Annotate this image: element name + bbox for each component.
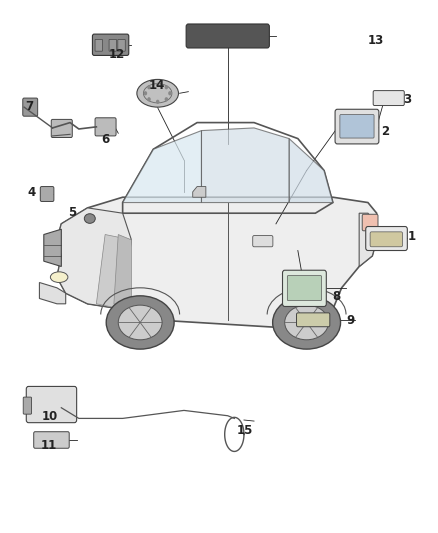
Text: 5: 5 xyxy=(68,206,76,219)
FancyBboxPatch shape xyxy=(34,432,69,448)
Circle shape xyxy=(147,85,151,90)
Text: 13: 13 xyxy=(368,34,384,47)
Text: 6: 6 xyxy=(102,133,110,146)
Text: 11: 11 xyxy=(41,439,57,451)
FancyBboxPatch shape xyxy=(23,98,38,116)
FancyBboxPatch shape xyxy=(95,118,116,136)
FancyBboxPatch shape xyxy=(95,39,102,51)
Text: 2: 2 xyxy=(381,125,389,138)
FancyBboxPatch shape xyxy=(92,34,129,55)
Text: 8: 8 xyxy=(332,290,340,303)
Polygon shape xyxy=(96,235,131,309)
Ellipse shape xyxy=(50,272,68,282)
FancyBboxPatch shape xyxy=(373,91,404,106)
Polygon shape xyxy=(123,131,201,203)
Ellipse shape xyxy=(118,305,162,340)
Circle shape xyxy=(156,100,159,104)
FancyBboxPatch shape xyxy=(51,119,72,138)
FancyBboxPatch shape xyxy=(109,39,117,51)
Ellipse shape xyxy=(84,214,95,223)
FancyBboxPatch shape xyxy=(40,187,54,201)
Text: 1: 1 xyxy=(407,230,416,243)
Ellipse shape xyxy=(137,79,179,107)
Ellipse shape xyxy=(106,296,174,349)
Text: 12: 12 xyxy=(109,48,125,61)
Polygon shape xyxy=(57,208,131,309)
Polygon shape xyxy=(201,128,289,203)
Text: 10: 10 xyxy=(42,410,58,423)
Text: 4: 4 xyxy=(27,187,35,199)
FancyBboxPatch shape xyxy=(253,236,273,247)
Circle shape xyxy=(168,91,172,95)
FancyBboxPatch shape xyxy=(297,313,330,327)
Text: 3: 3 xyxy=(403,93,412,106)
Polygon shape xyxy=(359,213,377,266)
Circle shape xyxy=(147,97,151,101)
FancyBboxPatch shape xyxy=(26,386,77,423)
Polygon shape xyxy=(193,187,206,197)
Ellipse shape xyxy=(285,305,328,340)
Polygon shape xyxy=(39,282,66,304)
Ellipse shape xyxy=(272,296,340,349)
FancyBboxPatch shape xyxy=(118,39,125,51)
FancyBboxPatch shape xyxy=(283,270,326,306)
FancyBboxPatch shape xyxy=(186,24,269,48)
FancyBboxPatch shape xyxy=(340,115,374,138)
Circle shape xyxy=(156,83,159,87)
FancyBboxPatch shape xyxy=(362,214,378,231)
Text: 7: 7 xyxy=(25,100,34,113)
Polygon shape xyxy=(57,197,377,328)
Text: 9: 9 xyxy=(346,314,354,327)
FancyBboxPatch shape xyxy=(370,232,403,247)
Text: 15: 15 xyxy=(237,424,253,437)
Polygon shape xyxy=(289,139,333,203)
Polygon shape xyxy=(44,229,61,266)
FancyBboxPatch shape xyxy=(23,397,32,414)
Text: 14: 14 xyxy=(149,79,165,92)
FancyBboxPatch shape xyxy=(287,276,321,301)
Circle shape xyxy=(144,91,147,95)
Polygon shape xyxy=(114,235,131,309)
FancyBboxPatch shape xyxy=(366,227,407,251)
FancyBboxPatch shape xyxy=(335,109,379,144)
Circle shape xyxy=(165,85,168,90)
Circle shape xyxy=(165,97,168,101)
